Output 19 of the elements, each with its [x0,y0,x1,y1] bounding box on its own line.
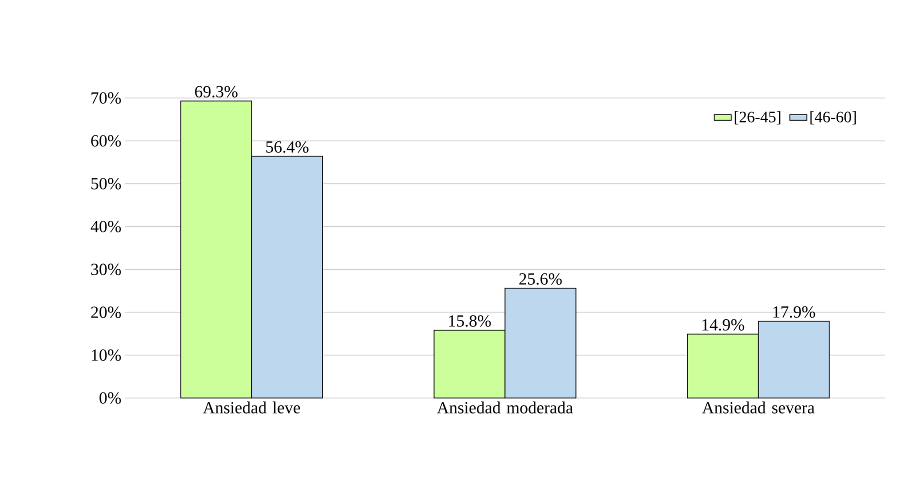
y-tick-label: 0% [100,392,121,404]
data-label: 17.9% [773,306,816,318]
data-label: 25.6% [519,273,562,285]
y-tick-label: 50% [91,178,121,190]
y-tick-label: 40% [90,220,121,232]
x-tick-label: Ansiedad severa [702,402,815,414]
legend-label: [26-45] [734,111,780,124]
y-tick-label: 60% [91,135,121,147]
x-tick-label: Ansiedad moderada [436,402,573,414]
data-label: 56.4% [266,141,308,153]
y-tick-label: 30% [91,264,121,276]
data-label: 15.8% [449,315,491,327]
data-label: 69.3% [195,86,238,98]
y-tick-label: 70% [92,92,121,104]
x-tick-label: Ansiedad leve [202,402,300,414]
data-label: 14.9% [702,319,744,331]
y-tick-label: 20% [91,306,121,318]
y-tick-label: 10% [92,349,121,361]
legend-label: [46-60] [810,111,856,124]
